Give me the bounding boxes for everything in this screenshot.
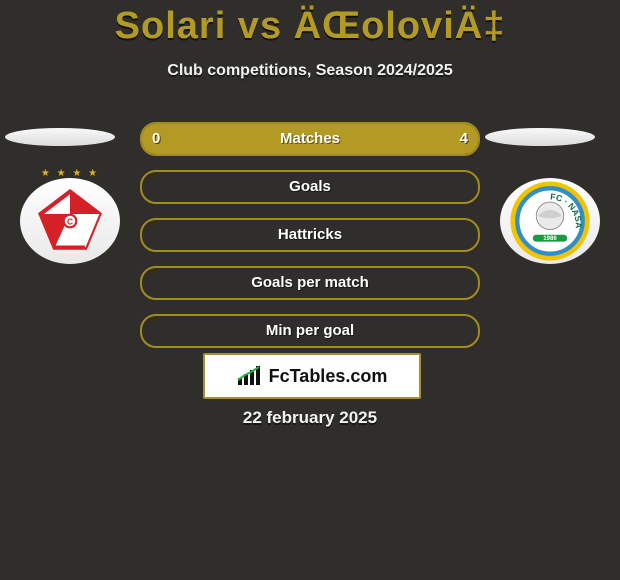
stat-bar: Min per goal — [140, 314, 480, 348]
brand-text: FcTables.com — [269, 366, 388, 387]
stat-bar-label: Goals — [142, 172, 478, 202]
right-team-badge: FC · NASAF 1986 — [500, 178, 600, 264]
stat-bar-label: Hattricks — [142, 220, 478, 250]
stat-bar: Hattricks — [140, 218, 480, 252]
right-head-ellipse — [485, 128, 595, 146]
left-head-ellipse — [5, 128, 115, 146]
stat-left-value: 0 — [152, 124, 160, 154]
stat-right-value: 4 — [460, 124, 468, 154]
stars-icon: ★ ★ ★ ★ — [20, 168, 120, 179]
stat-bar: Matches0 4 — [140, 122, 480, 156]
comparison-title: Solari vs ÄŒoloviÄ‡ — [0, 5, 620, 48]
bar-chart-icon — [237, 366, 263, 386]
nasaf-crest-icon: FC · NASAF 1986 — [507, 178, 593, 264]
stat-bar: Goals — [140, 170, 480, 204]
brand-box[interactable]: FcTables.com — [203, 353, 421, 399]
stat-bar-label: Min per goal — [142, 316, 478, 346]
stat-bar-label: Matches — [142, 124, 478, 154]
comparison-bars: Matches0 4 Goals Hattricks Goals per match Mi… — [140, 122, 480, 362]
svg-text:C: C — [67, 217, 73, 227]
left-team-badge: ★ ★ ★ ★ C — [20, 178, 120, 264]
stat-bar: Goals per match — [140, 266, 480, 300]
subtitle: Club competitions, Season 2024/2025 — [0, 62, 620, 80]
svg-text:1986: 1986 — [543, 236, 557, 242]
spartak-crest-icon: C — [35, 186, 105, 256]
date-text: 22 february 2025 — [0, 408, 620, 428]
stat-bar-label: Goals per match — [142, 268, 478, 298]
